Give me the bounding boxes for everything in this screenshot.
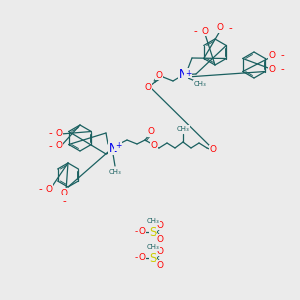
Text: O: O — [209, 146, 217, 154]
Text: -: - — [228, 23, 232, 33]
Text: -: - — [134, 254, 138, 262]
Text: -: - — [134, 227, 138, 236]
Text: O: O — [155, 70, 163, 80]
Text: O: O — [61, 188, 68, 197]
Text: O: O — [148, 128, 154, 136]
Text: CH₃: CH₃ — [147, 244, 159, 250]
Text: O: O — [46, 184, 52, 194]
Text: O: O — [157, 260, 164, 269]
Text: -: - — [280, 64, 284, 74]
Text: -: - — [280, 50, 284, 60]
Text: O: O — [151, 140, 158, 149]
Text: O: O — [268, 64, 275, 74]
Text: -: - — [62, 196, 66, 206]
Text: -: - — [48, 141, 52, 151]
Text: O: O — [139, 254, 145, 262]
Text: S: S — [149, 251, 157, 265]
Text: O: O — [268, 50, 275, 59]
Text: O: O — [217, 23, 224, 32]
Text: CH₃: CH₃ — [147, 218, 159, 224]
Text: O: O — [139, 227, 145, 236]
Text: O: O — [157, 247, 164, 256]
Text: CH₃: CH₃ — [109, 169, 122, 175]
Text: -: - — [38, 184, 42, 194]
Text: CH₃: CH₃ — [194, 81, 206, 87]
Text: CH₃: CH₃ — [177, 126, 189, 132]
Text: O: O — [157, 235, 164, 244]
Text: O: O — [202, 26, 208, 35]
Text: S: S — [149, 226, 157, 238]
Text: +: + — [185, 68, 191, 77]
Text: O: O — [56, 142, 62, 151]
Text: O: O — [145, 82, 152, 91]
Text: O: O — [157, 220, 164, 230]
Text: -: - — [48, 128, 52, 138]
Text: N: N — [178, 68, 188, 82]
Text: O: O — [56, 128, 62, 137]
Text: N: N — [109, 142, 117, 154]
Text: +: + — [115, 142, 121, 151]
Text: -: - — [193, 26, 197, 36]
